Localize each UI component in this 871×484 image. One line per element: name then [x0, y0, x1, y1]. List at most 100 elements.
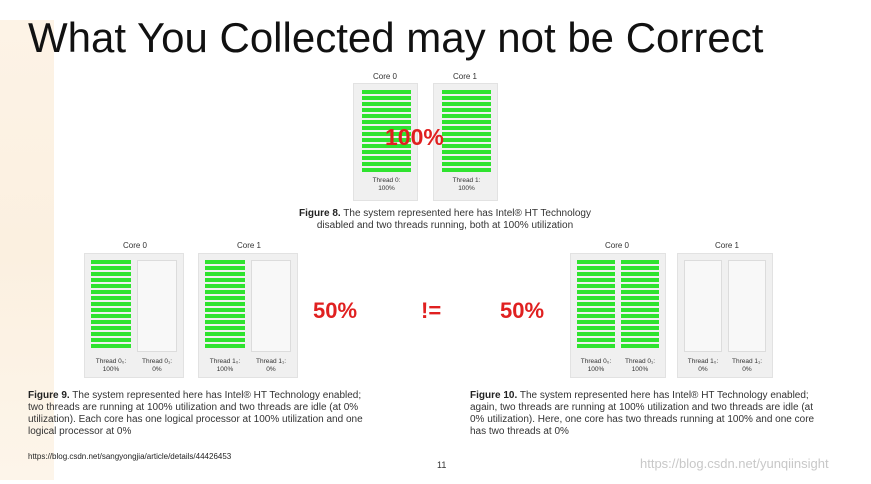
- fig9-core1: Thread 1₀: 100% Thread 1₁: 0%: [198, 253, 298, 378]
- utilization-bar: [91, 308, 131, 312]
- thread-util: 0%: [266, 366, 276, 373]
- utilization-bar: [362, 90, 411, 94]
- fig8-thread0-bars: [362, 90, 411, 174]
- bar-stack: [91, 260, 131, 352]
- fig9-t11-label: Thread 1₁: 0%: [251, 358, 291, 374]
- utilization-bar: [442, 108, 491, 112]
- fig10-t01-bars: [621, 260, 659, 352]
- utilization-bar: [621, 296, 659, 300]
- background-watermark: [0, 20, 54, 480]
- utilization-bar: [621, 290, 659, 294]
- utilization-bar: [577, 338, 615, 342]
- utilization-bar: [362, 102, 411, 106]
- utilization-bar: [442, 150, 491, 154]
- fig9-t10-bars: [205, 260, 245, 352]
- utilization-bar: [91, 344, 131, 348]
- utilization-bar: [442, 144, 491, 148]
- source-url[interactable]: https://blog.csdn.net/sangyongjia/articl…: [28, 452, 232, 461]
- thread-util: 0%: [698, 366, 708, 373]
- utilization-bar: [205, 314, 245, 318]
- thread-util: 100%: [102, 366, 120, 373]
- fig10-t11-idle: [728, 260, 766, 352]
- fig9-core1-label: Core 1: [236, 241, 261, 250]
- utilization-bar: [205, 326, 245, 330]
- utilization-bar: [91, 284, 131, 288]
- thread-name: Thread 1₀:: [209, 358, 241, 365]
- utilization-bar: [442, 162, 491, 166]
- fig10-caption-l4: has two threads at 0%: [470, 426, 569, 437]
- fig10-t00-bars: [577, 260, 615, 352]
- fig9-caption: Figure 9. The system represented here ha…: [28, 390, 428, 438]
- utilization-bar: [205, 308, 245, 312]
- fig8-caption-line1: Figure 8. The system represented here ha…: [200, 208, 690, 220]
- utilization-bar: [577, 266, 615, 270]
- utilization-bar: [205, 302, 245, 306]
- utilization-bar: [621, 344, 659, 348]
- fig10-core1: Thread 1₀: 0% Thread 1₁: 0%: [677, 253, 773, 378]
- fig10-percent: 50%: [500, 298, 545, 323]
- thread-name: Thread 1:: [452, 177, 481, 184]
- fig8-core1-label: Core 1: [452, 72, 477, 81]
- utilization-bar: [621, 278, 659, 282]
- fig8-core1: Thread 1: 100%: [433, 83, 498, 201]
- fig10-caption-l2: again, two threads are running at 100% u…: [470, 402, 813, 413]
- utilization-bar: [205, 260, 245, 264]
- fig8-core0-label: Core 0: [372, 72, 397, 81]
- bar-stack: [362, 90, 411, 174]
- fig9-percent: 50%: [313, 298, 358, 323]
- utilization-bar: [205, 278, 245, 282]
- thread-name: Thread 1₁:: [255, 358, 286, 365]
- fig8-caption-bold: Figure 8.: [299, 208, 341, 219]
- utilization-bar: [205, 296, 245, 300]
- utilization-bar: [577, 278, 615, 282]
- thread-name: Thread 0₁:: [141, 358, 172, 365]
- fig9-t00-label: Thread 0₀: 100%: [91, 358, 131, 374]
- utilization-bar: [621, 326, 659, 330]
- utilization-bar: [577, 272, 615, 276]
- utilization-bar: [442, 168, 491, 172]
- fig9-core0: Thread 0₀: 100% Thread 0₁: 0%: [84, 253, 184, 378]
- utilization-bar: [442, 132, 491, 136]
- utilization-bar: [621, 272, 659, 276]
- utilization-bar: [442, 96, 491, 100]
- utilization-bar: [205, 266, 245, 270]
- thread-util: 100%: [378, 185, 395, 192]
- fig9-t00-bars: [91, 260, 131, 352]
- utilization-bar: [442, 120, 491, 124]
- utilization-bar: [362, 114, 411, 118]
- fig10-core0-label: Core 0: [604, 241, 629, 250]
- utilization-bar: [91, 320, 131, 324]
- utilization-bar: [205, 272, 245, 276]
- fig8-thread0-label: Thread 0: 100%: [354, 177, 419, 193]
- fig10-core1-label: Core 1: [714, 241, 739, 250]
- utilization-bar: [362, 132, 411, 136]
- utilization-bar: [577, 260, 615, 264]
- utilization-bar: [205, 290, 245, 294]
- utilization-bar: [205, 284, 245, 288]
- thread-name: Thread 0:: [372, 177, 401, 184]
- utilization-bar: [91, 296, 131, 300]
- utilization-bar: [91, 260, 131, 264]
- fig10-t11-label: Thread 1₁: 0%: [728, 358, 766, 374]
- fig9-t01-label: Thread 0₁: 0%: [137, 358, 177, 374]
- utilization-bar: [442, 156, 491, 160]
- fig9-caption-l3: utilization). Each core has one logical …: [28, 414, 363, 425]
- fig9-caption-l2: two threads are running at 100% utilizat…: [28, 402, 359, 413]
- page-number: 11: [437, 460, 447, 470]
- fig10-caption-l1: The system represented here has Intel® H…: [519, 390, 809, 401]
- utilization-bar: [621, 332, 659, 336]
- fig10-t10-idle: [684, 260, 722, 352]
- utilization-bar: [91, 302, 131, 306]
- slide-title: What You Collected may not be Correct: [28, 14, 764, 61]
- utilization-bar: [362, 96, 411, 100]
- fig9-t01-idle: [137, 260, 177, 352]
- utilization-bar: [362, 126, 411, 130]
- utilization-bar: [91, 314, 131, 318]
- utilization-bar: [577, 314, 615, 318]
- fig8-thread1-label: Thread 1: 100%: [434, 177, 499, 193]
- utilization-bar: [621, 338, 659, 342]
- utilization-bar: [577, 284, 615, 288]
- fig9-caption-line1: Figure 9. The system represented here ha…: [28, 390, 428, 402]
- utilization-bar: [362, 120, 411, 124]
- utilization-bar: [621, 314, 659, 318]
